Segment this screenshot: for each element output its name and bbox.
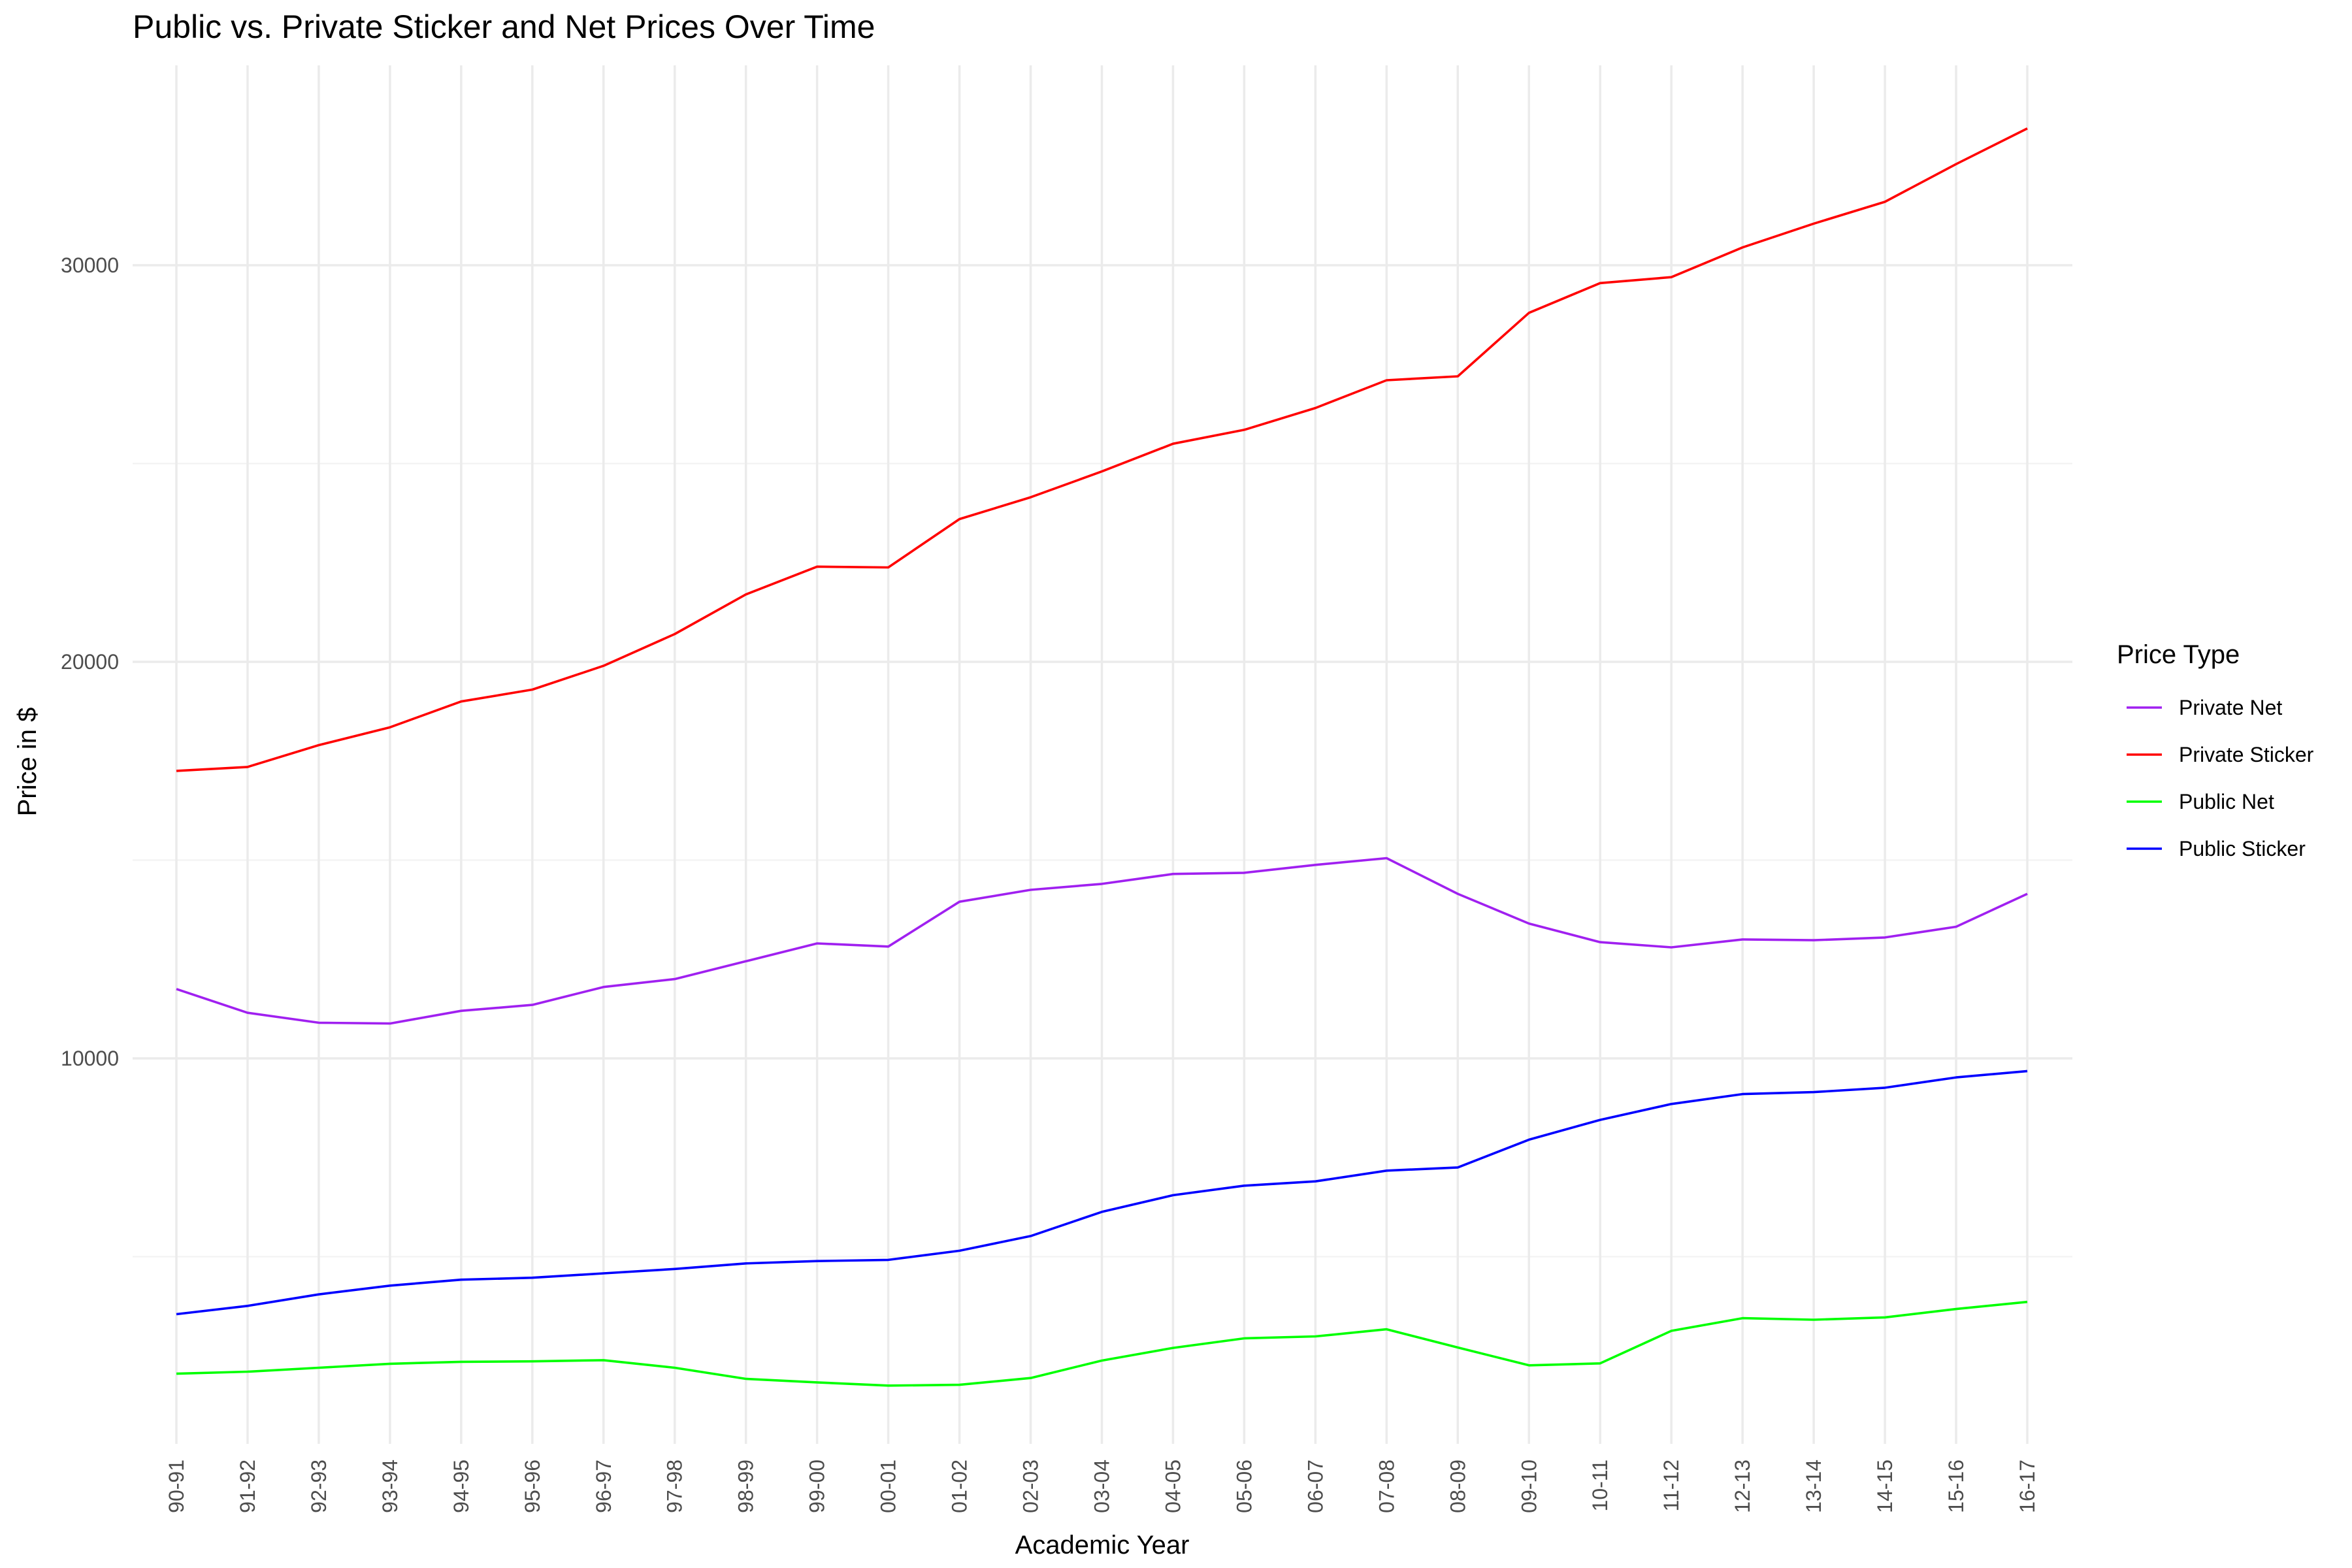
y-tick-label: 10000 [61, 1047, 119, 1070]
x-tick-label: 97-98 [663, 1460, 687, 1513]
legend-title: Price Type [2117, 640, 2240, 669]
x-tick-label: 10-11 [1588, 1460, 1612, 1511]
x-tick-label: 93-94 [378, 1460, 402, 1513]
grid [133, 65, 2072, 1444]
x-tick-label: 07-08 [1375, 1460, 1398, 1513]
x-tick-label: 90-91 [165, 1460, 188, 1513]
x-tick-label: 08-09 [1446, 1460, 1469, 1513]
x-tick-label: 12-13 [1731, 1460, 1754, 1513]
x-tick-label: 05-06 [1232, 1460, 1256, 1513]
series-line-public-net [176, 1300, 2028, 1387]
legend-label-public-net: Public Net [2179, 790, 2274, 813]
x-tick-label: 06-07 [1303, 1460, 1327, 1513]
chart-title: Public vs. Private Sticker and Net Price… [133, 8, 875, 45]
x-tick-label: 16-17 [2016, 1460, 2039, 1513]
x-tick-label: 02-03 [1019, 1460, 1043, 1513]
x-tick-label: 15-16 [1944, 1460, 1968, 1513]
y-axis-title: Price in $ [13, 708, 42, 817]
x-axis-title: Academic Year [1015, 1531, 1190, 1560]
legend-items: Private Net Private Sticker Public Net Publ… [2127, 696, 2314, 860]
x-tick-label: 01-02 [948, 1460, 972, 1513]
x-tick-label: 91-92 [236, 1460, 259, 1513]
x-tick-label: 00-01 [877, 1460, 900, 1513]
x-tick-label: 03-04 [1090, 1460, 1114, 1513]
series-line-private-net [176, 857, 2028, 1025]
x-tick-label: 04-05 [1161, 1460, 1184, 1513]
x-tick-label: 09-10 [1517, 1460, 1541, 1513]
x-tick-label: 98-99 [734, 1460, 758, 1513]
y-tick-label: 20000 [61, 650, 119, 674]
x-tick-label: 11-12 [1659, 1460, 1683, 1511]
x-tick-labels: 90-91 91-92 92-93 93-94 94-95 95-96 96-97 97-98… [165, 1460, 2039, 1513]
x-tick-label: 96-97 [592, 1460, 615, 1513]
legend-label-private-net: Private Net [2179, 696, 2282, 719]
x-tick-label: 14-15 [1873, 1460, 1897, 1513]
series-line-private-sticker [176, 127, 2028, 772]
legend: Price Type Private Net Private Sticker Pub… [2117, 640, 2314, 860]
y-tick-labels: 10000 20000 30000 [61, 253, 119, 1070]
series-line-public-sticker [176, 1070, 2028, 1316]
legend-label-private-sticker: Private Sticker [2179, 743, 2314, 766]
x-tick-label: 99-00 [806, 1460, 829, 1513]
x-tick-label: 94-95 [449, 1460, 473, 1513]
x-tick-label: 92-93 [307, 1460, 331, 1513]
legend-label-public-sticker: Public Sticker [2179, 837, 2306, 860]
y-tick-label: 30000 [61, 253, 119, 277]
series-lines [176, 127, 2028, 1387]
x-tick-label: 13-14 [1802, 1460, 1825, 1513]
x-tick-label: 95-96 [521, 1460, 544, 1513]
